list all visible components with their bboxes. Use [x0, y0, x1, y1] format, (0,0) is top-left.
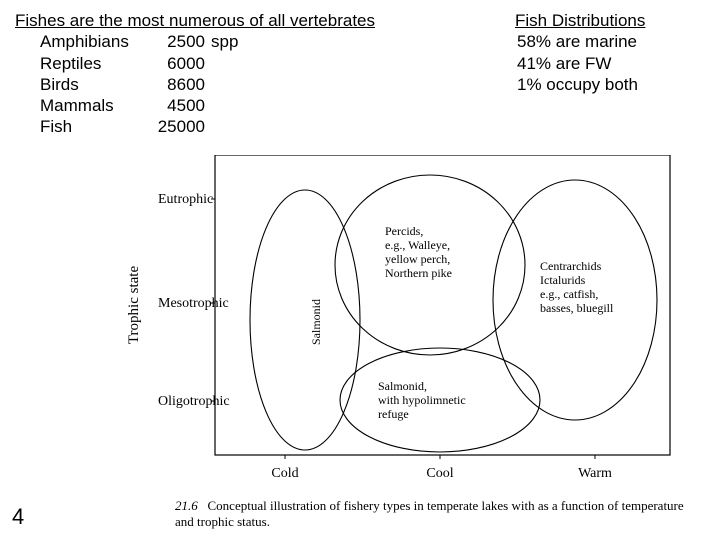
- distribution-row: 1% occupy both: [515, 74, 705, 95]
- species-extra: [205, 95, 211, 116]
- left-heading: Fishes are the most numerous of all vert…: [15, 10, 375, 31]
- species-name: Reptiles: [15, 53, 135, 74]
- species-count: 6000: [135, 53, 205, 74]
- svg-text:Percids,e.g., Walleye,yellow p: Percids,e.g., Walleye,yellow perch,North…: [385, 224, 452, 280]
- svg-text:Trophic state: Trophic state: [126, 266, 142, 345]
- caption-number: 21.6: [175, 498, 198, 513]
- svg-text:Mesotrophic: Mesotrophic: [158, 296, 229, 311]
- species-row: Fish25000: [15, 116, 375, 137]
- species-row: Amphibians2500spp: [15, 31, 375, 52]
- species-count: 2500: [135, 31, 205, 52]
- svg-text:Eutrophic: Eutrophic: [158, 192, 213, 207]
- left-column: Fishes are the most numerous of all vert…: [15, 10, 375, 138]
- species-name: Amphibians: [15, 31, 135, 52]
- species-count: 25000: [135, 116, 205, 137]
- svg-text:Salmonid: Salmonid: [309, 299, 323, 345]
- species-row: Mammals4500: [15, 95, 375, 116]
- svg-text:Oligotrophic: Oligotrophic: [158, 394, 230, 409]
- distribution-row: 58% are marine: [515, 31, 705, 52]
- trophic-diagram: Trophic state Eutrophic Mesotrophic Oligotr…: [120, 155, 675, 515]
- species-extra: [205, 74, 211, 95]
- right-column: Fish Distributions 58% are marine41% are…: [515, 10, 705, 95]
- species-extra: [205, 116, 211, 137]
- caption-text: Conceptual illustration of fishery types…: [175, 498, 684, 529]
- svg-text:Warm: Warm: [578, 466, 612, 481]
- svg-text:CentrarchidsIctaluridse.g., ca: CentrarchidsIctaluridse.g., catfish,bass…: [540, 259, 614, 315]
- svg-text:Cold: Cold: [271, 466, 298, 481]
- species-name: Birds: [15, 74, 135, 95]
- figure-caption: 21.6 Conceptual illustration of fishery …: [175, 498, 705, 529]
- species-extra: spp: [205, 31, 238, 52]
- species-name: Mammals: [15, 95, 135, 116]
- svg-text:Salmonid,with hypolimneticrefu: Salmonid,with hypolimneticrefuge: [378, 379, 466, 421]
- page-number: 4: [12, 504, 24, 530]
- species-count: 8600: [135, 74, 205, 95]
- species-row: Birds8600: [15, 74, 375, 95]
- species-extra: [205, 53, 211, 74]
- species-count: 4500: [135, 95, 205, 116]
- svg-text:Cool: Cool: [426, 466, 453, 481]
- distribution-row: 41% are FW: [515, 53, 705, 74]
- species-name: Fish: [15, 116, 135, 137]
- species-row: Reptiles6000: [15, 53, 375, 74]
- right-heading: Fish Distributions: [515, 10, 705, 31]
